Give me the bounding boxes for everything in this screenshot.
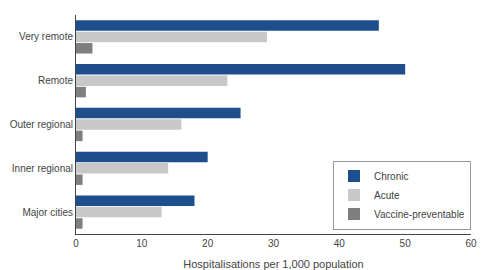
svg-text:Outer regional: Outer regional: [10, 119, 73, 130]
svg-text:10: 10: [136, 238, 148, 249]
svg-text:Hospitalisations per 1,000 pop: Hospitalisations per 1,000 population: [183, 258, 363, 270]
svg-text:30: 30: [268, 238, 280, 249]
svg-text:Very remote: Very remote: [19, 31, 73, 42]
svg-text:Inner regional: Inner regional: [12, 163, 73, 174]
svg-text:Chronic: Chronic: [374, 171, 408, 182]
svg-text:60: 60: [465, 238, 477, 249]
svg-text:50: 50: [400, 238, 412, 249]
svg-text:Major cities: Major cities: [22, 207, 73, 218]
svg-text:0: 0: [73, 238, 79, 249]
svg-text:Vaccine-preventable: Vaccine-preventable: [374, 209, 465, 220]
svg-text:Remote: Remote: [38, 75, 73, 86]
svg-text:40: 40: [334, 238, 346, 249]
svg-text:Acute: Acute: [374, 190, 400, 201]
svg-text:20: 20: [202, 238, 214, 249]
